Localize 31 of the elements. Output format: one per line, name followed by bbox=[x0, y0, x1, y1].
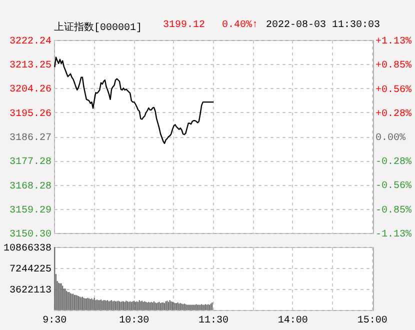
x-tick-label: 10:30 bbox=[119, 316, 150, 326]
y-tick-label: 3222.24 bbox=[9, 36, 52, 48]
y-tick-label: 3213.25 bbox=[9, 60, 52, 72]
y2-tick-label: +0.85% bbox=[376, 60, 412, 72]
y2-tick-label: +0.56% bbox=[376, 85, 412, 96]
y-tick-label: 3204.26 bbox=[9, 84, 52, 96]
x-tick-label: 15:00 bbox=[357, 316, 388, 326]
text: 0.40%↑ bbox=[222, 20, 258, 31]
y-tick-label: 3177.28 bbox=[9, 157, 52, 168]
x-tick-label: 9:30 bbox=[42, 316, 67, 326]
y-tick-label: 3159.29 bbox=[9, 205, 52, 216]
y2-tick-label: +1.13% bbox=[376, 36, 412, 48]
x-tick-label: 11:30 bbox=[198, 316, 229, 326]
chart-title: 上证指数[000001] bbox=[54, 20, 142, 34]
line-series bbox=[54, 56, 214, 144]
y2-tick-label: +0.28% bbox=[376, 109, 412, 120]
y-tick-label: 3186.27 bbox=[9, 133, 52, 144]
y2-tick-label: -0.85% bbox=[376, 206, 412, 217]
text: 2022-08-03 11:30:03 bbox=[266, 20, 380, 31]
y2-tick-label: -0.28% bbox=[376, 156, 412, 168]
y-tick-label: 3195.26 bbox=[9, 108, 52, 120]
y-tick-label: 3168.28 bbox=[9, 181, 52, 192]
y2-tick-label: 0.00% bbox=[376, 133, 406, 144]
y-tick-label: 10866338 bbox=[3, 244, 52, 254]
y2-tick-label: -1.13% bbox=[376, 230, 412, 240]
y2-tick-label: -0.56% bbox=[376, 180, 412, 192]
x-tick-label: 14:00 bbox=[278, 316, 308, 326]
y-tick-label: 7244225 bbox=[9, 264, 52, 276]
text: 3199.12 bbox=[163, 20, 206, 31]
y-tick-label: 3622113 bbox=[9, 286, 52, 296]
y-tick-label: 3150.30 bbox=[9, 230, 52, 240]
